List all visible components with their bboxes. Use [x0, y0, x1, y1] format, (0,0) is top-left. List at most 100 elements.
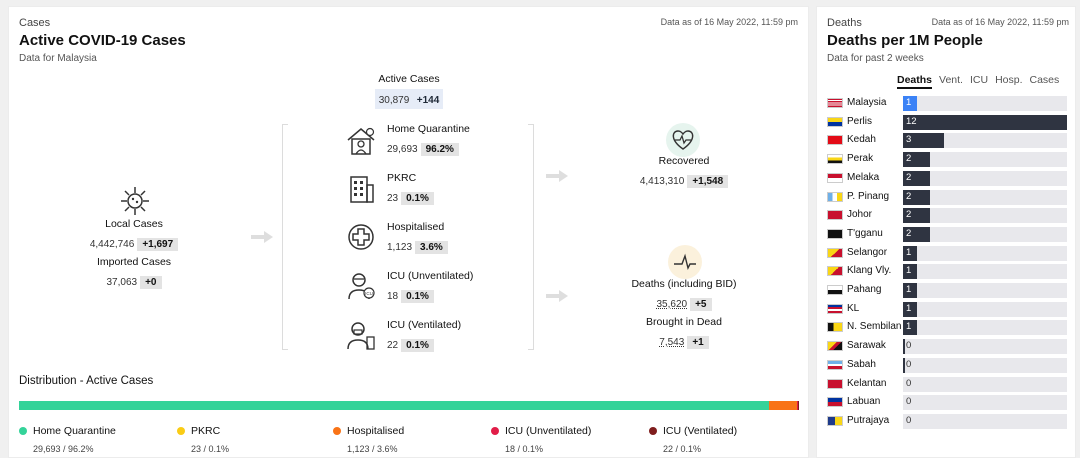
flag-perlis-icon — [827, 116, 843, 127]
state-row[interactable]: Melaka 2 — [827, 170, 1072, 186]
state-name: Perak — [847, 153, 874, 165]
state-row[interactable]: Perak 2 — [827, 152, 1072, 168]
svg-text:ICU: ICU — [365, 291, 373, 296]
tab-cases[interactable]: Cases — [1029, 74, 1060, 86]
bar-value: 2 — [906, 190, 912, 202]
state-row[interactable]: Kelantan 0 — [827, 376, 1072, 392]
bracket-right — [528, 124, 534, 350]
active-cases-delta: +144 — [416, 95, 440, 106]
bar-track: 12 — [903, 114, 1067, 130]
bar-value: 1 — [906, 321, 912, 333]
data-as-of: Data as of 16 May 2022, 11:59 pm — [660, 17, 798, 27]
flag-kl-icon — [827, 303, 843, 314]
flag-klang-icon — [827, 266, 843, 277]
flag-perak-icon — [827, 154, 843, 165]
active-cases-value: 30,879 — [378, 95, 410, 106]
category-pkrc: PKRC 23 0.1% — [387, 172, 434, 206]
bar-value: 2 — [906, 227, 912, 239]
tab-icu[interactable]: ICU — [969, 74, 989, 86]
state-name: T'gganu — [847, 227, 883, 239]
category-value: 22 — [387, 340, 399, 351]
state-row[interactable]: T'gganu 2 — [827, 226, 1072, 242]
legend-dot — [19, 426, 27, 435]
bar-value: 12 — [906, 115, 917, 127]
recovered-value: 4,413,310 — [639, 176, 685, 187]
flag-putrajaya-icon — [827, 415, 843, 426]
legend-dot — [491, 426, 499, 435]
legend-value: 1,123 / 3.6% — [347, 444, 398, 454]
state-row[interactable]: Klang Vly. 1 — [827, 264, 1072, 280]
flag-selangor-icon — [827, 247, 843, 258]
legend-dot — [649, 426, 657, 435]
bid-delta: +1 — [687, 336, 709, 349]
state-row[interactable]: Johor 2 — [827, 208, 1072, 224]
state-name: P. Pinang — [847, 190, 890, 202]
bar-track: 1 — [903, 264, 1067, 280]
active-cases-card: Cases Data as of 16 May 2022, 11:59 pm A… — [8, 6, 809, 458]
state-row[interactable]: Labuan 0 — [827, 395, 1072, 411]
state-name: Melaka — [847, 171, 880, 183]
tab-vent[interactable]: Vent. — [939, 74, 963, 86]
bar-track: 0 — [903, 357, 1067, 373]
bar-track: 2 — [903, 208, 1067, 224]
state-row[interactable]: KL 1 — [827, 301, 1072, 317]
bar-fill — [903, 208, 931, 224]
local-cases: Local Cases 4,442,746 +1,697 — [69, 218, 199, 252]
state-row[interactable]: N. Sembilan 1 — [827, 320, 1072, 336]
card-title: Active COVID-19 Cases — [19, 32, 186, 49]
bar-fill — [903, 170, 931, 186]
flag-kedah-icon — [827, 135, 843, 146]
icu-patient-icon: ICU — [345, 269, 377, 301]
category-pct: 3.6% — [415, 241, 448, 254]
legend-value: 18 / 0.1% — [505, 444, 544, 454]
legend-value: 23 / 0.1% — [191, 444, 230, 454]
flag-nsembilan-icon — [827, 322, 843, 333]
heartbeat-icon — [666, 123, 700, 157]
deaths-per-1m-card: Deaths Data as of 16 May 2022, 11:59 pm … — [816, 6, 1076, 458]
state-row[interactable]: Perlis 12 — [827, 114, 1072, 130]
recovered-delta: +1,548 — [687, 175, 729, 188]
legend-dot — [177, 426, 185, 435]
card-subtitle: Data for past 2 weeks — [827, 53, 924, 64]
distribution-title: Distribution - Active Cases — [19, 375, 154, 387]
ecg-icon — [668, 245, 702, 279]
flow-arrow — [546, 290, 568, 302]
bar-value: 2 — [906, 171, 912, 183]
state-row[interactable]: Sabah 0 — [827, 357, 1072, 373]
card-title: Deaths per 1M People — [827, 32, 983, 49]
bar-fill — [903, 96, 917, 111]
tab-deaths[interactable]: Deaths — [897, 74, 933, 89]
bar-value: 1 — [906, 246, 912, 258]
local-cases-delta: +1,697 — [137, 238, 179, 251]
legend-value: 29,693 / 96.2% — [33, 444, 94, 454]
active-cases-summary: Active Cases 30,879 +144 — [349, 73, 469, 109]
bar-value: 1 — [906, 265, 912, 277]
flag-sarawak-icon — [827, 341, 843, 352]
flag-melaka-icon — [827, 172, 843, 183]
state-row[interactable]: Sarawak 0 — [827, 339, 1072, 355]
state-name: Kelantan — [847, 377, 887, 389]
category-label: Home Quarantine — [387, 123, 470, 135]
state-row[interactable]: Kedah 3 — [827, 133, 1072, 149]
bar-fill — [903, 133, 944, 149]
flow-arrow — [251, 231, 273, 243]
state-row[interactable]: Putrajaya 0 — [827, 413, 1072, 429]
state-row[interactable]: Selangor 1 — [827, 245, 1072, 261]
legend-label: ICU (Unventilated) — [505, 424, 592, 437]
state-row[interactable]: P. Pinang 2 — [827, 189, 1072, 205]
category-label: ICU (Unventilated) — [387, 270, 474, 282]
imported-cases: Imported Cases 37,063 +0 — [69, 256, 199, 290]
state-name: Perlis — [847, 115, 873, 127]
state-name: Johor — [847, 209, 873, 221]
legend-item: Home Quarantine 29,693 / 96.2% — [19, 422, 116, 454]
state-name: KL — [847, 302, 860, 314]
state-row[interactable]: Malaysia 1 — [827, 96, 1072, 111]
bar-fill — [903, 189, 931, 205]
bar-track: 2 — [903, 170, 1067, 186]
state-row[interactable]: Pahang 1 — [827, 283, 1072, 298]
flag-penang-icon — [827, 191, 843, 202]
bracket-left — [282, 124, 288, 350]
tab-hosp[interactable]: Hosp. — [995, 74, 1023, 86]
bar-value: 0 — [906, 377, 912, 389]
deaths-delta: +5 — [690, 298, 712, 311]
